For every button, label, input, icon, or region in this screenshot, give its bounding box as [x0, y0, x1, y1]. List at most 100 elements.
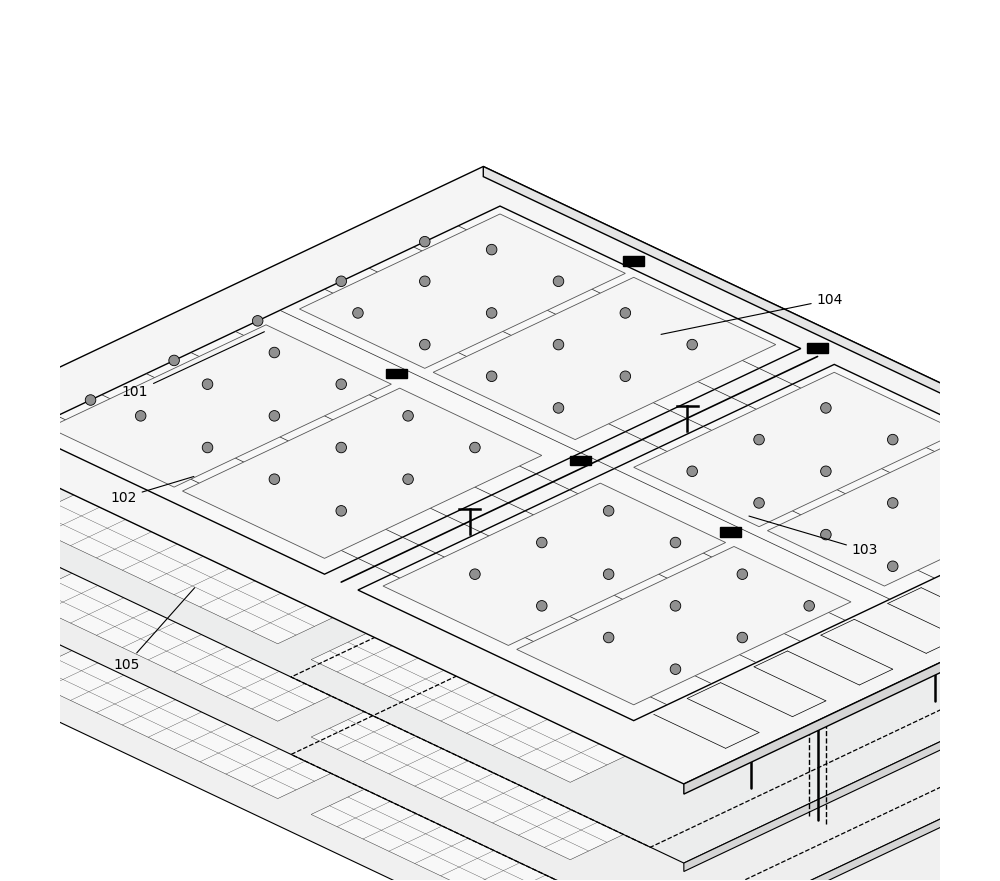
Polygon shape [49, 325, 391, 487]
Polygon shape [186, 527, 592, 720]
Circle shape [420, 236, 430, 247]
Circle shape [553, 339, 564, 350]
Circle shape [821, 529, 831, 540]
Bar [807, 344, 828, 353]
Circle shape [403, 474, 413, 485]
Circle shape [553, 403, 564, 413]
Polygon shape [19, 606, 425, 798]
Circle shape [620, 371, 631, 381]
Polygon shape [0, 400, 1000, 881]
Polygon shape [353, 293, 759, 485]
Bar [570, 455, 591, 465]
Circle shape [887, 561, 898, 572]
Polygon shape [0, 167, 1000, 784]
Circle shape [252, 315, 263, 326]
Polygon shape [19, 529, 425, 722]
Circle shape [804, 601, 814, 611]
Polygon shape [19, 451, 425, 644]
Polygon shape [478, 665, 884, 858]
Circle shape [353, 307, 363, 318]
Circle shape [336, 442, 347, 453]
Circle shape [670, 601, 681, 611]
Circle shape [603, 633, 614, 643]
Circle shape [420, 339, 430, 350]
Polygon shape [311, 744, 717, 881]
Circle shape [954, 466, 965, 477]
Polygon shape [358, 365, 1000, 721]
Bar [623, 256, 644, 266]
Circle shape [269, 347, 280, 358]
Circle shape [486, 371, 497, 381]
Polygon shape [645, 432, 1000, 624]
Bar [720, 527, 741, 537]
Polygon shape [353, 448, 759, 640]
Polygon shape [186, 373, 592, 565]
Polygon shape [186, 449, 592, 642]
Polygon shape [517, 546, 851, 705]
Polygon shape [311, 667, 717, 860]
Polygon shape [483, 323, 1000, 688]
Text: 104: 104 [661, 292, 843, 335]
Text: 105: 105 [113, 588, 195, 672]
Bar [957, 415, 979, 425]
Polygon shape [684, 602, 1000, 871]
Circle shape [670, 537, 681, 548]
Polygon shape [684, 757, 1000, 881]
Circle shape [470, 569, 480, 580]
Circle shape [553, 276, 564, 286]
Circle shape [687, 339, 697, 350]
Circle shape [85, 395, 96, 405]
Polygon shape [478, 589, 884, 781]
Polygon shape [634, 373, 960, 527]
Polygon shape [24, 206, 801, 574]
Text: 102: 102 [110, 477, 194, 505]
Polygon shape [478, 511, 884, 703]
Circle shape [336, 379, 347, 389]
Circle shape [403, 411, 413, 421]
Polygon shape [0, 323, 1000, 881]
Circle shape [737, 569, 748, 580]
Circle shape [603, 569, 614, 580]
Polygon shape [645, 509, 1000, 701]
Circle shape [135, 411, 146, 421]
Circle shape [687, 466, 697, 477]
Circle shape [420, 276, 430, 286]
Polygon shape [182, 389, 542, 559]
Circle shape [670, 664, 681, 675]
Circle shape [269, 474, 280, 485]
Circle shape [202, 379, 213, 389]
Circle shape [737, 633, 748, 643]
Polygon shape [311, 590, 717, 782]
Circle shape [470, 442, 480, 453]
Bar [386, 368, 407, 378]
Text: 103: 103 [749, 516, 878, 558]
Polygon shape [483, 167, 1000, 533]
Polygon shape [383, 483, 726, 646]
Polygon shape [645, 587, 1000, 779]
Polygon shape [684, 679, 1000, 881]
Circle shape [603, 506, 614, 516]
Circle shape [486, 307, 497, 318]
Polygon shape [433, 278, 776, 440]
Polygon shape [353, 371, 759, 563]
Circle shape [336, 276, 347, 286]
Circle shape [537, 601, 547, 611]
Circle shape [620, 307, 631, 318]
Circle shape [954, 529, 965, 540]
Circle shape [269, 411, 280, 421]
Circle shape [336, 506, 347, 516]
Circle shape [754, 498, 764, 508]
Polygon shape [299, 214, 625, 368]
Polygon shape [483, 400, 1000, 765]
Polygon shape [684, 522, 1000, 794]
Circle shape [537, 537, 547, 548]
Circle shape [754, 434, 764, 445]
Circle shape [887, 498, 898, 508]
Circle shape [821, 466, 831, 477]
Polygon shape [767, 435, 1000, 586]
Circle shape [169, 355, 179, 366]
Text: 101: 101 [122, 332, 264, 399]
Circle shape [486, 244, 497, 255]
Polygon shape [483, 246, 1000, 611]
Circle shape [821, 403, 831, 413]
